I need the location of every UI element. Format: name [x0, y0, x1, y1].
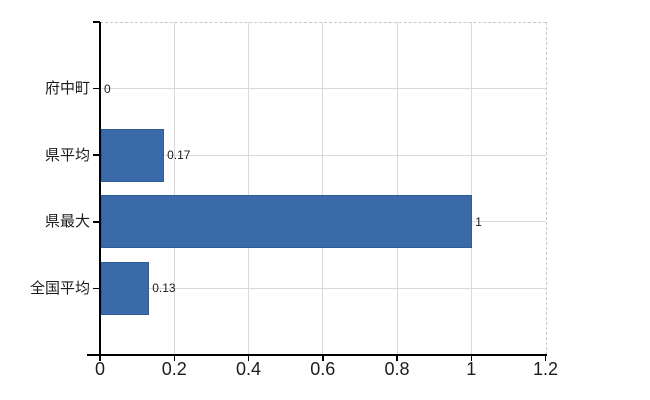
y-tick-mark — [93, 221, 100, 223]
x-tick-label: 1 — [466, 359, 477, 379]
value-label: 0.17 — [167, 148, 191, 163]
x-axis — [87, 354, 547, 356]
x-tick-label: 0.4 — [235, 359, 262, 379]
x-tick-label: 0.6 — [310, 359, 336, 379]
category-label: 全国平均 — [29, 279, 90, 297]
y-tick-mark — [93, 87, 100, 90]
gridline-vertical — [396, 22, 398, 355]
gridline-vertical — [248, 22, 249, 355]
x-tick-mark — [247, 355, 250, 361]
x-tick-mark — [173, 355, 175, 361]
plot-border-right — [545, 22, 547, 355]
plot-border-top — [100, 22, 546, 23]
bar — [101, 261, 150, 315]
y-axis — [99, 22, 101, 355]
gridline-horizontal — [100, 287, 546, 289]
gridline-horizontal — [100, 154, 546, 156]
x-tick-label: 0.2 — [161, 359, 187, 379]
value-label: 1 — [475, 214, 482, 229]
x-tick-label: 0 — [94, 359, 105, 379]
x-tick-label: 0.8 — [384, 359, 410, 379]
bar — [101, 195, 473, 249]
gridline-vertical — [322, 22, 324, 355]
gridline-vertical — [470, 22, 472, 355]
value-label: 0 — [104, 81, 111, 96]
x-tick-mark — [470, 355, 472, 361]
x-tick-mark — [99, 355, 101, 361]
gridline-horizontal — [100, 88, 546, 90]
value-label: 0.13 — [152, 281, 176, 296]
category-label: 県平均 — [44, 146, 90, 164]
x-tick-mark — [396, 355, 398, 361]
category-label: 府中町 — [44, 80, 90, 98]
x-tick-mark — [544, 355, 547, 361]
y-axis-top-tick — [93, 21, 100, 23]
bar — [101, 128, 165, 182]
y-tick-mark — [93, 287, 100, 290]
x-tick-label: 1.2 — [532, 359, 559, 379]
x-tick-mark — [322, 355, 324, 361]
category-label: 県最大 — [44, 213, 90, 231]
gridline-vertical — [173, 22, 175, 355]
y-tick-mark — [93, 154, 100, 156]
